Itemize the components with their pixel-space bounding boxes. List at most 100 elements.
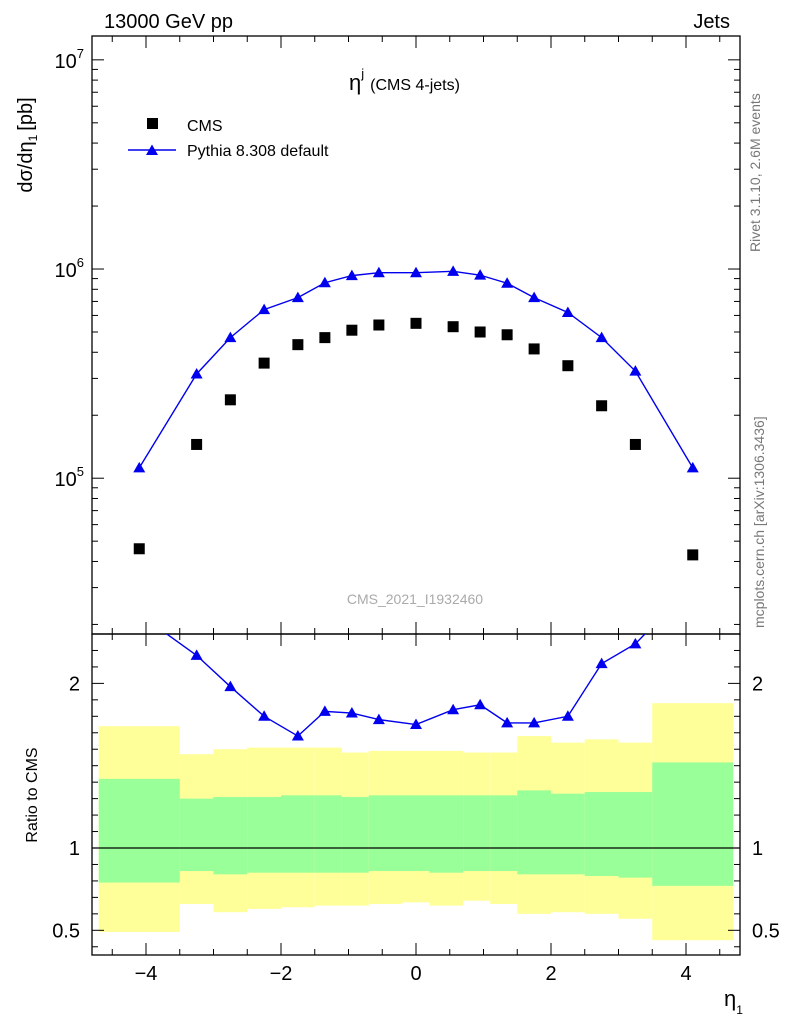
x-axis-label-sub: 1 (736, 1003, 743, 1017)
mc-point (318, 276, 331, 288)
mc-point (190, 367, 203, 379)
x-tick-label: −2 (270, 963, 293, 985)
main-y-axis-label-main: dσ/dη (15, 141, 37, 192)
mc-point (133, 461, 146, 473)
mc-ratio-point (224, 680, 237, 692)
data-point (501, 329, 513, 341)
mc-ratio-point (501, 716, 514, 728)
band-inner-bin (179, 798, 214, 872)
legend-data-marker (147, 118, 158, 129)
rivet-version-label: Rivet 3.1.10, 2.6M events (747, 93, 763, 252)
data-point (133, 543, 145, 555)
band-inner-bin (463, 795, 491, 872)
main-y-tick-label-exp: 6 (77, 255, 84, 270)
mc-ratio-point (561, 710, 574, 721)
x-tick-label: 2 (545, 963, 556, 985)
band-inner-bin (98, 778, 180, 883)
main-y-tick-label: 105 (55, 464, 84, 491)
plot-title-rest: (CMS 4-jets) (370, 77, 460, 94)
main-y-tick-label-exp: 7 (77, 46, 84, 61)
mc-point (224, 331, 237, 343)
band-inner-bin (402, 795, 430, 872)
header-right-label: Jets (693, 11, 730, 33)
ratio-y-tick-label-right: 1 (752, 838, 763, 860)
ratio-y-axis-label: Ratio to CMS (24, 747, 41, 842)
data-point (687, 549, 699, 561)
mc-ratio-point (447, 703, 460, 715)
main-y-axis-label-unit: [pb] (15, 97, 37, 130)
mc-ratio-point (629, 637, 642, 649)
uncertainty-band-inner (98, 762, 734, 886)
data-point (562, 360, 574, 372)
mc-point (595, 331, 608, 343)
main-y-tick-label: 106 (55, 255, 84, 282)
main-y-tick-label: 107 (55, 46, 84, 73)
ratio-y-tick-label-right: 0.5 (752, 920, 780, 942)
ratio-y-tick-labels: 0.5 0.5 1 1 2 2 (52, 673, 780, 942)
data-point (596, 400, 608, 412)
main-y-tick-label-base: 10 (55, 469, 77, 491)
mc-ratio-point (291, 730, 304, 741)
band-inner-bin (584, 792, 619, 876)
header-left-label: 13000 GeV pp (104, 11, 233, 33)
main-y-axis-label-sub: 1 (26, 134, 40, 141)
mc-point (291, 291, 304, 303)
mc-ratio-point (258, 710, 271, 721)
ratio-y-tick-label-left: 1 (69, 838, 80, 860)
mc-ratio-line (165, 634, 646, 737)
mc-point (629, 365, 642, 376)
main-y-axis-label: dσ/dη1 [pb] (15, 97, 40, 192)
main-y-tick-label-base: 10 (55, 51, 77, 73)
data-point (224, 394, 236, 406)
mc-point (501, 277, 514, 288)
plot-title-sup: j (360, 66, 364, 81)
ratio-y-tick-label-left: 0.5 (52, 920, 80, 942)
data-point (410, 317, 422, 329)
mc-ratio-point (190, 649, 203, 660)
mc-ratio-point (318, 705, 331, 716)
band-inner-bin (314, 795, 342, 873)
legend-mc-label: Pythia 8.308 default (187, 143, 329, 160)
band-inner-bin (490, 795, 518, 872)
band-inner-bin (281, 795, 315, 873)
analysis-watermark: CMS_2021_I1932460 (347, 591, 483, 607)
band-inner-bin (213, 796, 248, 875)
x-tick-label: 0 (410, 963, 421, 985)
legend-data-label: CMS (187, 118, 223, 135)
band-inner-bin (429, 795, 464, 873)
band-inner-bin (517, 790, 551, 875)
band-inner-bin (551, 793, 585, 875)
ratio-y-tick-label-left: 2 (69, 673, 80, 695)
x-tick-label: 4 (680, 963, 691, 985)
data-point (191, 438, 203, 450)
ratio-y-tick-label-right: 2 (752, 673, 763, 695)
mc-ratio-point (372, 713, 385, 725)
mc-series-ratio (165, 634, 646, 741)
data-point (474, 326, 486, 338)
mc-point (258, 303, 271, 315)
mc-point (447, 265, 460, 276)
data-point (373, 319, 385, 331)
x-tick-label: −4 (135, 963, 158, 985)
mcplots-label: mcplots.cern.ch [arXiv:1306.3436] (751, 416, 767, 628)
legend: CMS Pythia 8.308 default (128, 118, 329, 160)
band-inner-bin (247, 796, 281, 873)
mc-ratio-point (474, 698, 487, 710)
plot-title: ηj (CMS 4-jets) (349, 66, 460, 95)
data-point (528, 343, 540, 355)
x-axis-label: η1 (724, 986, 743, 1017)
x-axis-label-main: η (724, 986, 736, 1011)
mc-point (528, 291, 541, 303)
legend-mc-marker (146, 144, 158, 155)
mc-point (686, 461, 699, 473)
data-point (258, 357, 270, 369)
mc-point (410, 266, 422, 278)
mc-point (345, 269, 358, 281)
data-point (629, 438, 641, 450)
plot-title-main: η (349, 70, 361, 95)
band-inner-bin (652, 762, 734, 886)
mc-point (474, 269, 487, 280)
band-inner-bin (341, 796, 369, 873)
